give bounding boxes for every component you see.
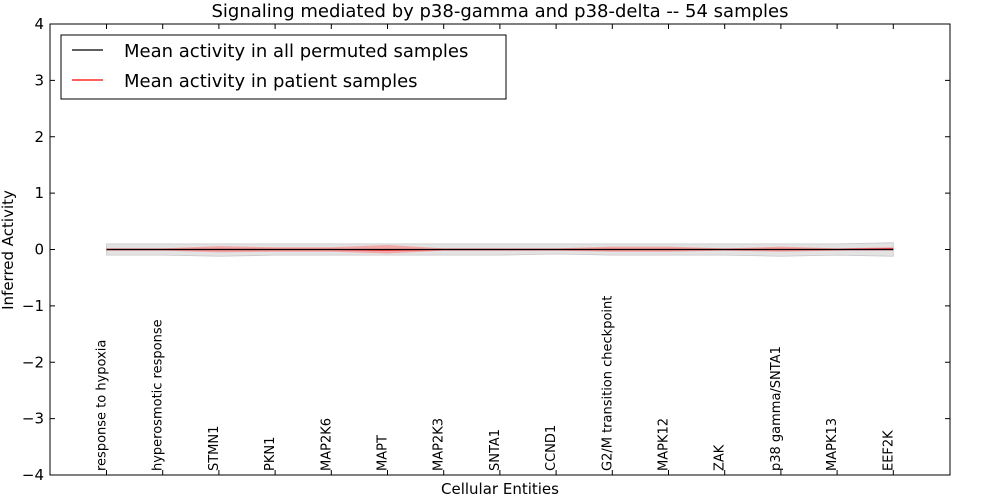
y-tick-label: 3 — [34, 71, 44, 89]
y-tick-label: 1 — [34, 184, 44, 202]
x-tick-label-hyperosmotic-response: hyperosmotic response — [151, 319, 166, 471]
y-axis: −4 −3 −2 −1 0 1 2 3 4 — [22, 15, 950, 484]
x-axis: response to hypoxia hyperosmotic response… — [95, 24, 896, 475]
x-tick-label-pkn1: PKN1 — [263, 437, 278, 471]
y-tick-label: −4 — [22, 466, 44, 484]
legend-label-patient: Mean activity in patient samples — [124, 71, 418, 92]
y-tick-label: −3 — [22, 410, 44, 428]
x-tick-label-mapk12: MAPK12 — [657, 418, 672, 471]
x-tick-label-response-to-hypoxia: response to hypoxia — [95, 340, 110, 471]
x-tick-label-p38-gamma-snta1: p38 gamma/SNTA1 — [769, 346, 784, 471]
x-tick-label-map2k6: MAP2K6 — [319, 418, 334, 471]
x-tick-label-mapt: MAPT — [376, 435, 391, 471]
y-tick-label: 0 — [34, 241, 44, 259]
x-tick-label-ccnd1: CCND1 — [544, 425, 559, 471]
x-tick-label-snta1: SNTA1 — [488, 429, 503, 471]
y-tick-label: 4 — [34, 15, 44, 33]
series-lines — [106, 248, 894, 251]
y-tick-label: −1 — [22, 297, 44, 315]
legend-box — [60, 34, 507, 100]
x-tick-label-mapk13: MAPK13 — [825, 418, 840, 471]
x-tick-label-map2k3: MAP2K3 — [432, 418, 447, 471]
y-tick-label: 2 — [34, 128, 44, 146]
x-axis-label: Cellular Entities — [441, 480, 559, 498]
x-tick-label-eef2k: EEF2K — [881, 430, 896, 471]
x-tick-label-g2-m-transition-checkpoint: G2/M transition checkpoint — [600, 296, 615, 471]
y-tick-label: −2 — [22, 353, 44, 371]
legend-label-permuted: Mean activity in all permuted samples — [124, 41, 468, 62]
legend: Mean activity in all permuted samples Me… — [60, 34, 507, 100]
x-tick-label-zak: ZAK — [713, 444, 728, 471]
x-tick-label-stmn1: STMN1 — [207, 426, 222, 471]
y-axis-label: Inferred Activity — [0, 190, 17, 310]
chart-title: Signaling mediated by p38-gamma and p38-… — [212, 1, 789, 22]
